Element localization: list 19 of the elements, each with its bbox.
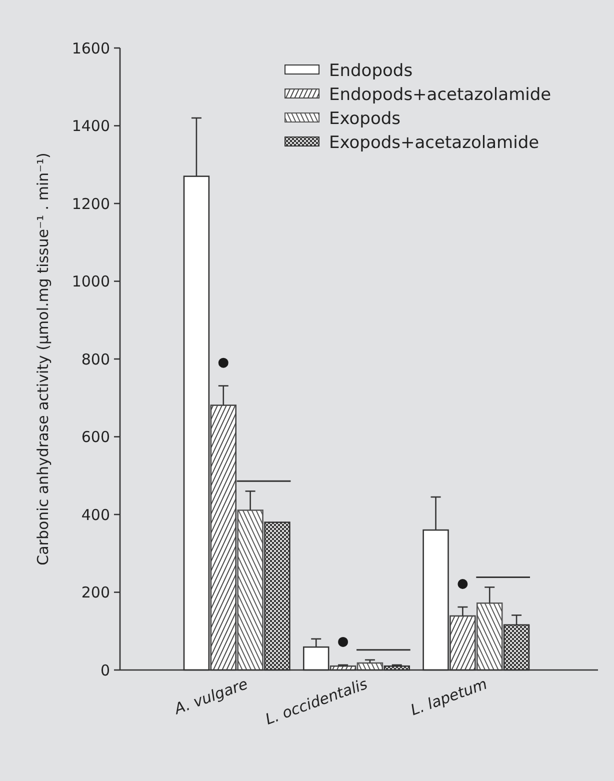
x-tick-label: A. vulgare <box>170 674 250 718</box>
bar <box>476 602 503 671</box>
y-tick-label: 1200 <box>72 194 110 213</box>
y-tick-label: 400 <box>81 506 110 524</box>
bar <box>450 615 476 671</box>
bar <box>237 510 264 671</box>
y-tick-label: 800 <box>81 350 110 368</box>
y-tick-label: 1600 <box>72 39 110 58</box>
y-tick-label: 1400 <box>72 117 110 135</box>
y-tick-label: 0 <box>100 661 110 680</box>
bar <box>210 404 236 671</box>
legend-label: Exopods <box>329 108 401 129</box>
legend-label: Endopods+acetazolamide <box>329 84 552 105</box>
y-tick-label: 200 <box>81 584 110 602</box>
y-tick-label: 600 <box>81 428 110 446</box>
y-axis-title: Carbonic anhydrase activity (µmol.mg tissue⁻¹ . min⁻¹) <box>34 152 52 566</box>
legend-label: Exopods+acetazolamide <box>329 132 540 153</box>
legend-label: Endopods <box>329 60 413 81</box>
y-tick-label: 1000 <box>72 272 110 290</box>
